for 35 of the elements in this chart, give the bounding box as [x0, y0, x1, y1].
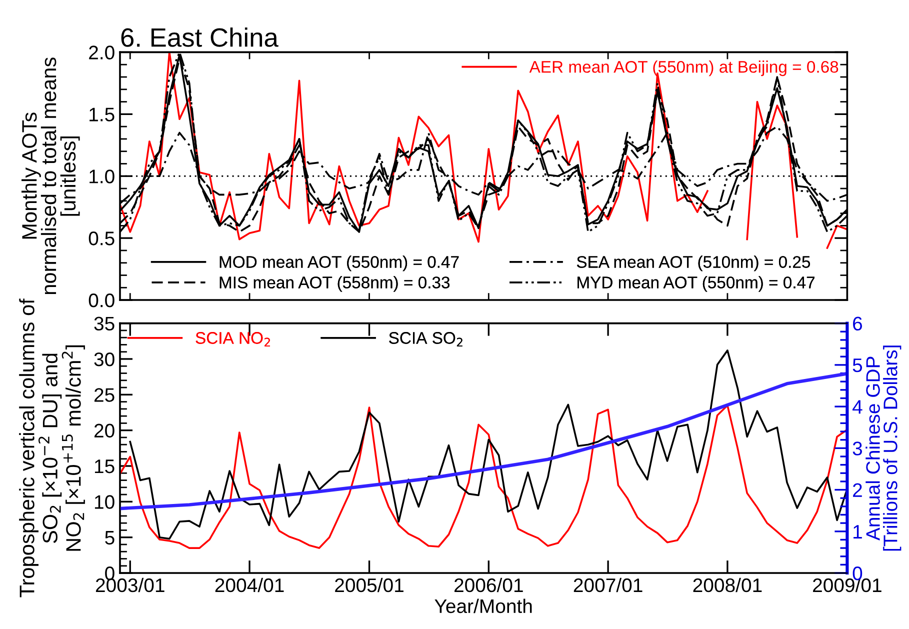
y2-tick-label: 6: [853, 316, 862, 331]
y-tick-label: 10: [94, 495, 114, 509]
x-tick-label: 2008/01: [693, 578, 762, 592]
legend-label: SCIA SO$_{2}$: [389, 332, 462, 346]
y2-tick-label: 2: [853, 483, 862, 497]
y2-tick-label: 3: [852, 442, 862, 456]
y-tick-label: 30: [94, 352, 114, 366]
y-tick-label: 0.0: [88, 294, 114, 308]
x-axis-title: Year/Month: [434, 598, 532, 614]
y2-tick-label: 5: [852, 358, 862, 372]
legend-label: SEA mean AOT (510nm) = 0.25: [576, 256, 810, 272]
legend-label: AER mean AOT (550nm) at Beijing = 0.68: [529, 60, 838, 76]
chart-title: 6. East China: [121, 28, 278, 47]
y-tick-label: 0.5: [88, 232, 114, 246]
y-tick-label: 2.0: [89, 46, 114, 60]
x-tick-label: 2007/01: [574, 578, 642, 592]
x-tick-label: 2005/01: [335, 578, 404, 592]
y2-tick-label: 1: [854, 525, 862, 538]
y-tick-label: 25: [94, 388, 114, 402]
y2-tick-label: 4: [852, 400, 862, 414]
legend-label: SCIA NO$_{2}$: [196, 332, 270, 346]
x-tick-label: 2004/01: [215, 578, 284, 592]
legend-label: MIS mean AOT (558nm) = 0.33: [220, 276, 450, 292]
legend-label: MYD mean AOT (550nm) = 0.47: [578, 276, 815, 292]
y-axis-title: Monthly AOTs normalised to total means [unitless]: [22, 58, 80, 294]
y-tick-label: 1.0: [90, 170, 114, 184]
y-tick-label: 35: [94, 316, 114, 331]
y2-axis-title: Annual Chinese GDP [Trillions of U.S. Dollars]: [866, 346, 902, 551]
y-tick-label: 1.5: [90, 108, 114, 122]
x-tick-label: 2006/01: [454, 578, 523, 592]
y-tick-label: 15: [94, 460, 114, 474]
y-tick-label: 20: [94, 424, 114, 438]
legend-label: MOD mean AOT (550nm) = 0.47: [220, 256, 459, 272]
y-tick-label: 5: [105, 531, 114, 545]
text: Tropospheric vertical columns of SO$_{2}$ [×10$^{−2}$ DU] and NO$_{2}$ [×10$^{+15}$ mol/cm$^{2}$]: [19, 298, 85, 598]
